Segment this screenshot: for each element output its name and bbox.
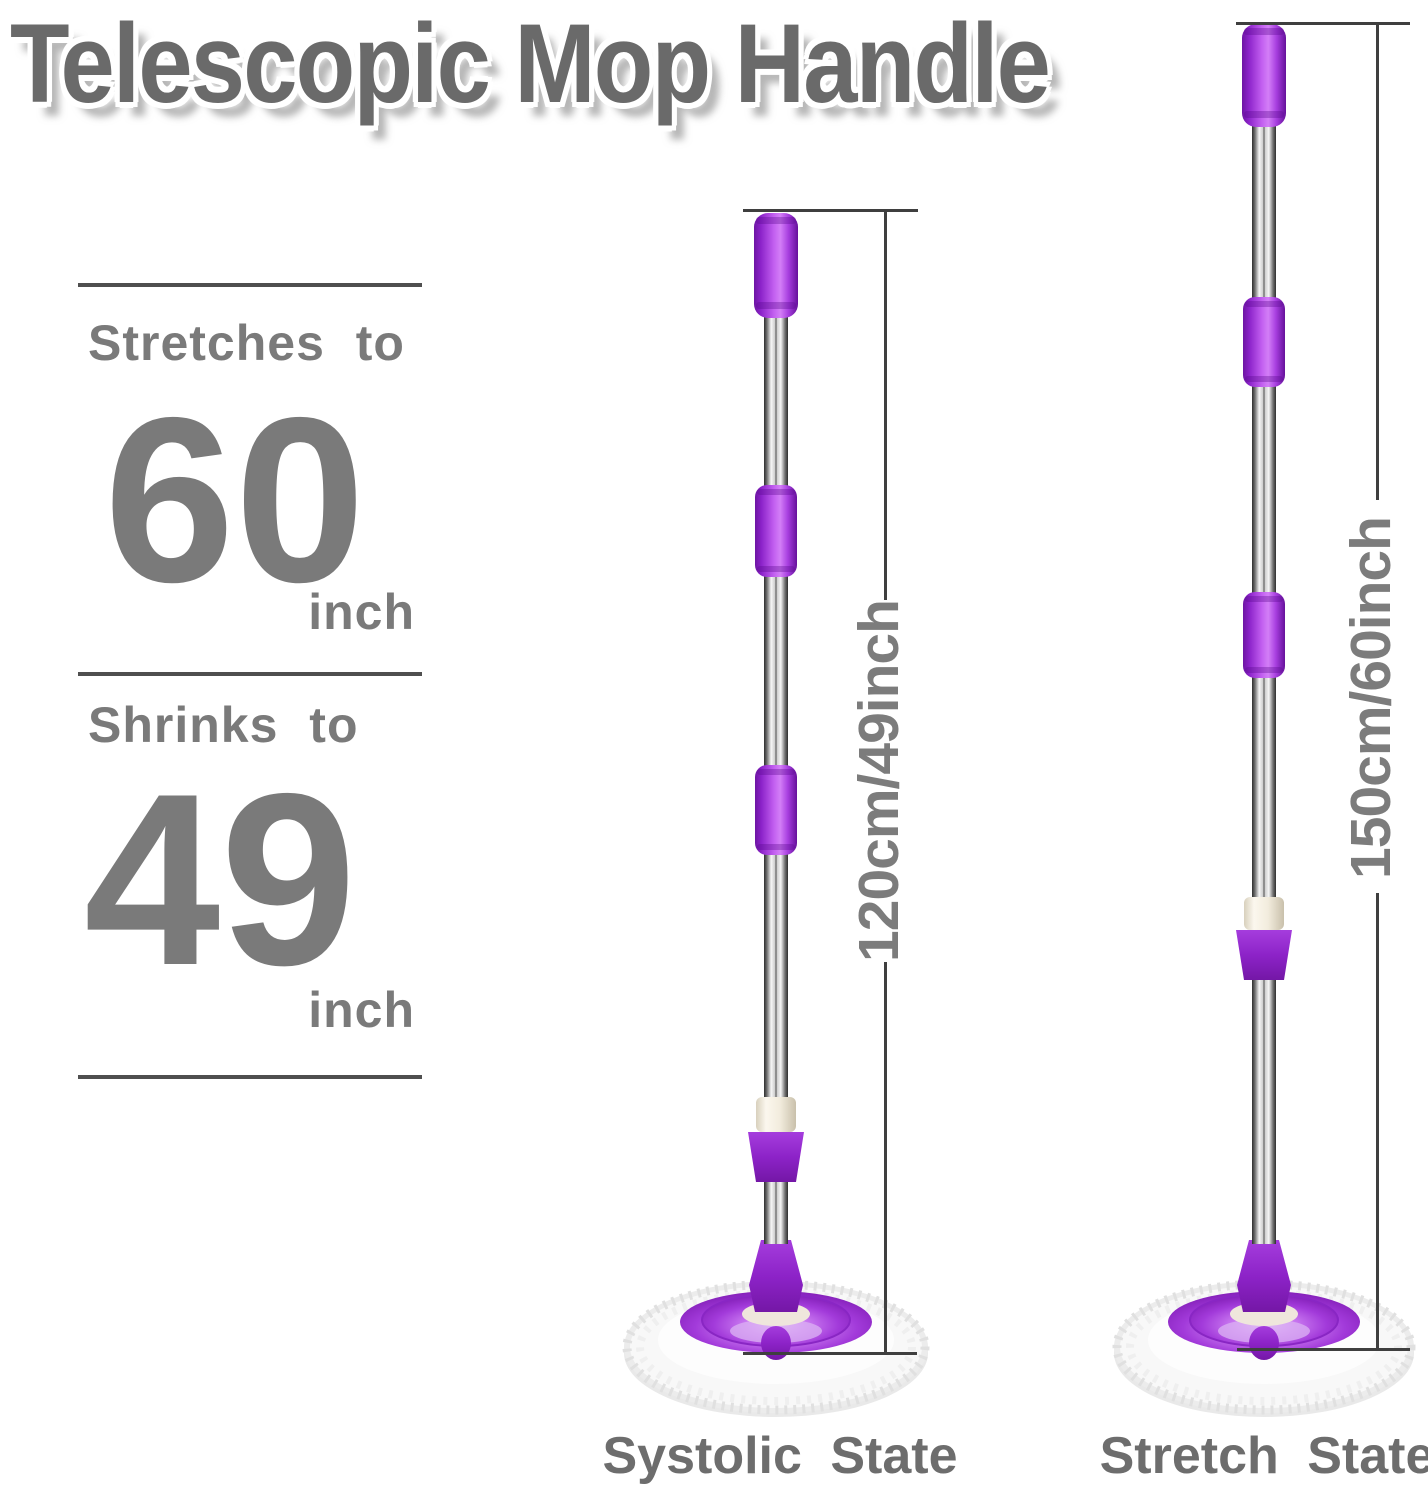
dimension-line-top-systolic [743,209,918,212]
spec-shrink-value: 49 [84,742,357,1016]
dimension-line-bottom-stretch [1237,1348,1410,1351]
dimension-line-vertical-systolic [884,209,887,600]
lock-collar-purple [1236,930,1292,980]
divider-line [78,672,422,676]
handle-grip-lower [755,765,797,855]
divider-line [78,1075,422,1079]
lock-ring-white [756,1097,796,1132]
spec-stretch-label: Stretches to [88,315,405,371]
handle-grip-top [1242,24,1286,127]
dimension-line-top-stretch [1236,22,1410,25]
handle-grip-top [754,213,798,318]
handle-grip-mid [1243,297,1285,387]
dimension-line-vertical-systolic [884,962,887,1355]
divider-line [78,283,422,287]
dimension-line-vertical-stretch [1376,893,1379,1351]
dimension-line-bottom-systolic [743,1352,917,1355]
dimension-label-systolic: 120cm/49inch [847,600,911,962]
handle-grip-lower [1243,592,1285,678]
page-title: Telescopic Mop Handle [10,0,1204,129]
state-label-systolic: Systolic State [602,1427,958,1485]
mop-joint [749,1240,803,1312]
page-title-text: Telescopic Mop Handle [10,1,1051,126]
spec-stretch-unit: inch [308,584,415,640]
spec-shrink-label: Shrinks to [88,697,359,753]
pole [1252,118,1276,1244]
state-label-stretch: Stretch State [1099,1427,1428,1485]
mop-joint [1237,1240,1291,1312]
lock-ring-white [1244,897,1284,930]
dimension-line-vertical-stretch [1376,22,1379,500]
spin-mop-graphic-stretch [1112,24,1416,1417]
handle-grip-mid [755,485,797,577]
spin-mop-graphic-systolic [622,213,930,1417]
lock-collar-purple [748,1132,804,1182]
spec-stretch-value: 60 [104,368,366,631]
spec-shrink-unit: inch [308,982,415,1038]
dimension-label-stretch: 150cm/60inch [1339,517,1403,879]
mop-hub [680,1291,872,1360]
